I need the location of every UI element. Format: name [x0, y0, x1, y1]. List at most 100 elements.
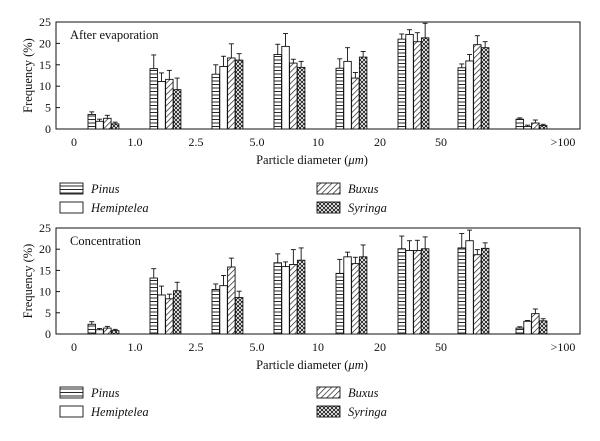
legend-swatch-diag: [316, 182, 341, 195]
x-tick-label: 10: [312, 340, 324, 354]
x-axis-label-prefix: Particle diameter (: [256, 153, 348, 167]
plot-frame: [55, 21, 581, 130]
bar-blank-3: [281, 45, 290, 130]
x-tick-label: 50: [435, 340, 447, 354]
bar-cross-0: [110, 330, 120, 335]
bar-diag-3: [289, 62, 298, 130]
bar-diag-4: [351, 77, 360, 130]
legend-swatch-cross: [316, 405, 341, 418]
x-tick-label: 2.5: [189, 135, 204, 149]
bar-cross-2: [234, 59, 244, 130]
x-axis-label-unit: μm: [347, 358, 363, 372]
legend-after-evaporation: Pinus Hemiptelea Buxus Syringa: [59, 182, 387, 215]
panel-title: Concentration: [70, 234, 142, 248]
legend-swatch-hlines: [59, 182, 84, 195]
bar-cross-4: [358, 256, 368, 335]
y-tick-label: 20: [39, 36, 51, 50]
bar-cross-1: [172, 89, 182, 130]
bar-hlines-5: [397, 248, 406, 335]
bar-diag-6: [473, 254, 482, 335]
x-axis-label: Particle diameter (μm): [256, 153, 368, 167]
panel-title: After evaporation: [70, 28, 159, 42]
y-tick-label: 10: [39, 79, 51, 93]
bar-cross-3: [296, 66, 306, 130]
bar-blank-7: [523, 125, 532, 130]
bar-cross-6: [480, 247, 490, 335]
legend-label: Hemiptelea: [90, 201, 149, 215]
bar-blank-5: [405, 33, 414, 130]
bar-diag-6: [473, 44, 482, 130]
bar-diag-4: [351, 263, 360, 335]
bar-diag-0: [103, 327, 112, 335]
x-tick-label: 50: [435, 135, 447, 149]
bar-diag-1: [165, 298, 174, 335]
bar-blank-1: [157, 294, 166, 335]
bar-blank-6: [465, 60, 474, 130]
bar-diag-5: [413, 250, 422, 335]
bar-hlines-0: [87, 323, 96, 335]
bar-hlines-0: [87, 113, 96, 130]
bar-hlines-6: [457, 247, 466, 335]
bar-diag-0: [103, 117, 112, 130]
x-tick-label: 1.0: [128, 135, 143, 149]
x-axis-label-suffix: ): [364, 153, 368, 167]
y-tick-label: 5: [45, 306, 51, 320]
legend-concentration: Pinus Hemiptelea Buxus Syringa: [59, 386, 387, 419]
legend-label: Hemiptelea: [90, 405, 149, 419]
x-axis-label-prefix: Particle diameter (: [256, 358, 348, 372]
bar-hlines-7: [515, 118, 524, 130]
x-tick-label: 20: [374, 135, 386, 149]
bar-cross-0: [110, 123, 120, 130]
bar-hlines-2: [211, 73, 220, 130]
bar-blank-3: [281, 266, 290, 335]
panel-after-evaporation: 0 5 10 15 20 25 Frequency (%) After evaporation…: [21, 15, 581, 167]
plot-frame: [55, 227, 581, 335]
bar-cross-5: [420, 248, 430, 335]
x-tick-label: 20: [374, 340, 386, 354]
y-tick-label: 15: [39, 58, 51, 72]
x-tick-label: 0: [71, 340, 77, 354]
x-tick-label: 2.5: [189, 340, 204, 354]
x-tick-label: 5.0: [250, 340, 265, 354]
y-tick-label: 25: [39, 221, 51, 235]
y-tick-label: 25: [39, 15, 51, 29]
legend-swatch-blank: [59, 201, 84, 214]
bar-hlines-6: [457, 67, 466, 130]
x-tick-label: 0: [71, 135, 77, 149]
legend-label: Buxus: [348, 182, 379, 196]
legend-swatch-blank: [59, 405, 84, 418]
legend-label: Pinus: [90, 182, 120, 196]
legend-swatch-cross: [316, 201, 341, 214]
y-tick-label: 20: [39, 242, 51, 256]
bar-cross-7: [538, 320, 548, 335]
bar-hlines-1: [149, 68, 158, 130]
x-tick-label: >100: [551, 340, 576, 354]
bar-cross-7: [538, 125, 548, 130]
bar-diag-5: [413, 41, 422, 130]
x-axis-label-suffix: ): [364, 358, 368, 372]
bar-hlines-5: [397, 38, 406, 130]
x-tick-label: >100: [551, 135, 576, 149]
bar-cross-2: [234, 297, 244, 335]
bar-hlines-7: [515, 327, 524, 335]
bar-diag-1: [165, 78, 174, 130]
y-axis-label: Frequency (%): [21, 38, 35, 113]
bar-blank-6: [465, 240, 474, 335]
bar-blank-2: [219, 285, 228, 335]
y-tick-label: 10: [39, 285, 51, 299]
legend-label: Syringa: [348, 201, 387, 215]
legend-label: Buxus: [348, 386, 379, 400]
bar-cross-3: [296, 259, 306, 335]
bar-cross-4: [358, 56, 368, 130]
y-tick-label: 0: [45, 122, 51, 136]
bar-hlines-1: [149, 277, 158, 335]
y-axis-label: Frequency (%): [21, 244, 35, 319]
bar-cross-5: [420, 37, 430, 130]
bar-blank-5: [405, 250, 414, 335]
bar-blank-0: [95, 329, 104, 335]
bar-blank-4: [343, 60, 352, 130]
legend-swatch-hlines: [59, 386, 84, 399]
bar-cross-1: [172, 290, 182, 335]
bar-blank-4: [343, 256, 352, 335]
